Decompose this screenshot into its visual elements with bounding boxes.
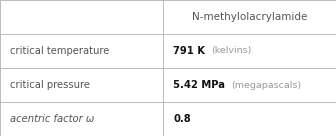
Text: N-methylolacrylamide: N-methylolacrylamide	[192, 12, 307, 22]
Text: 0.8: 0.8	[173, 114, 191, 124]
Text: critical temperature: critical temperature	[10, 46, 110, 56]
Text: critical pressure: critical pressure	[10, 80, 90, 90]
Text: acentric factor ω: acentric factor ω	[10, 114, 94, 124]
Text: 5.42 MPa: 5.42 MPa	[173, 80, 225, 90]
Text: (kelvins): (kelvins)	[211, 47, 251, 55]
Text: (megapascals): (megapascals)	[231, 81, 301, 89]
Text: 791 K: 791 K	[173, 46, 205, 56]
